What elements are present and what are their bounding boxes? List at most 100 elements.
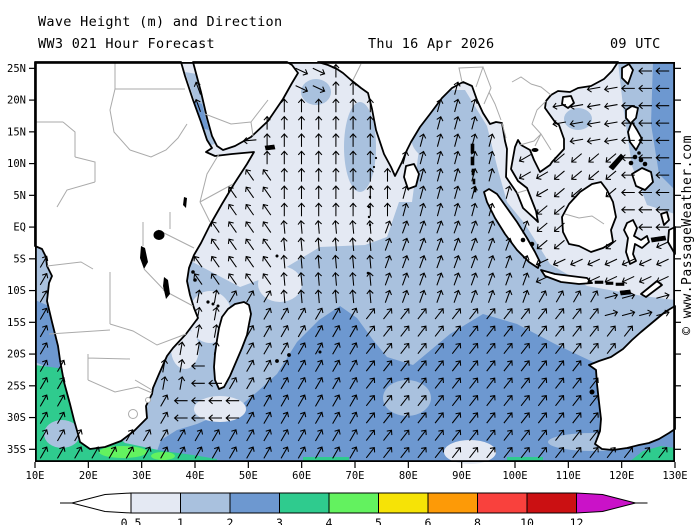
wave-arrow [470,185,478,199]
wave-arrow [315,202,323,217]
wave-arrow [384,220,392,234]
wave-arrow [436,289,444,303]
reunion [275,359,279,363]
wave-arrow [384,289,392,303]
wave-arrow [538,290,548,303]
wave-arrow [451,394,462,407]
wave-arrow [297,289,305,304]
legend-segment [180,492,231,514]
legend-segment [229,492,280,514]
wave-arrow [401,237,410,251]
wave-arrow [621,275,635,284]
wave-arrow [400,308,410,320]
wave-arrow [280,376,290,390]
wave-arrow [263,376,272,390]
wave-arrow [349,202,357,217]
wave-arrow [246,394,255,407]
wave-arrow [400,325,410,337]
wave-arrow [589,429,599,441]
wave-arrow [366,237,374,252]
wave-arrow [587,275,601,284]
wave-arrow [621,206,635,214]
wave-arrow [142,446,152,459]
wave-arrow [451,325,462,337]
wave-arrow [227,238,237,251]
wave-arrow [451,446,462,459]
wave-arrow [314,342,324,355]
legend-segment [130,492,181,514]
wave-arrow [522,220,530,234]
legend-underflow-arrow [71,492,132,514]
wave-arrow [401,255,410,269]
wave-arrow [655,171,670,179]
wave-arrow [383,446,393,459]
wave-arrow [280,202,288,217]
taiwan [621,63,634,85]
wave-arrow [280,446,290,459]
wave-arrow [349,289,357,304]
wave-arrow [365,360,376,372]
sulawesi [623,219,650,265]
wave-arrow [621,136,635,144]
wave-arrow [656,241,669,250]
wave-arrow [536,239,548,250]
wave-arrow [571,153,583,163]
wave-arrow [603,120,618,128]
wave-arrow [589,412,599,424]
wave-arrow [488,168,496,182]
wave-arrow [39,342,49,355]
legend-value-label: 0.5 [121,516,142,525]
wave-arrow [349,394,358,407]
wave-arrow [332,219,340,234]
wave-arrow [453,220,461,234]
wave-arrow [39,376,49,390]
wave-arrow [383,325,393,337]
wave-arrow [332,254,340,269]
wave-arrow [555,429,565,441]
wave-arrow [194,446,204,459]
wave-arrow [638,188,652,197]
wave-arrow [280,307,290,320]
wave-arrow [552,102,566,110]
wave-arrow [487,220,496,234]
wave-arrow [621,119,635,127]
wave-arrow [349,167,357,182]
wave-arrow [191,362,205,370]
wave-arrow [522,272,530,286]
lon-tick-label: 60E [292,470,311,482]
wave-arrow [245,238,255,251]
lat-tick-label: 5N [13,190,26,202]
wave-arrow [486,360,496,372]
wave-arrow [451,342,462,355]
wave-height-legend: 0.5 1 2 3 4 5 6 8 10 12 [60,492,648,525]
wave-arrow [349,307,358,320]
wave-arrow [589,308,599,320]
sumatra [483,188,541,269]
wave-arrow [655,136,670,144]
wave-arrow [211,429,221,442]
wave-arrow [553,222,565,233]
wave-arrow [142,429,152,442]
wave-arrow [312,85,326,94]
wave-arrow [227,273,237,285]
wave-arrow [210,273,220,285]
wave-arrow [365,377,376,389]
wave-arrow [208,379,222,387]
legend-value-label: 2 [227,516,234,525]
lon-tick-label: 130E [662,470,687,482]
wave-arrow [419,237,427,251]
wave-arrow [605,239,617,250]
wave-arrow [656,292,670,300]
wave-arrow [604,258,618,267]
wave-arrow [586,137,601,145]
wave-arrow [401,220,410,234]
sri-lanka [403,163,420,190]
wave-arrow [486,412,496,424]
wave-arrow [191,414,205,422]
wave-arrow [39,290,49,303]
wave-arrow [453,168,461,182]
wave-arrow [453,185,461,199]
wave-arrow [520,446,530,459]
wave-arrow [366,185,374,199]
wave-arrow [246,411,255,424]
